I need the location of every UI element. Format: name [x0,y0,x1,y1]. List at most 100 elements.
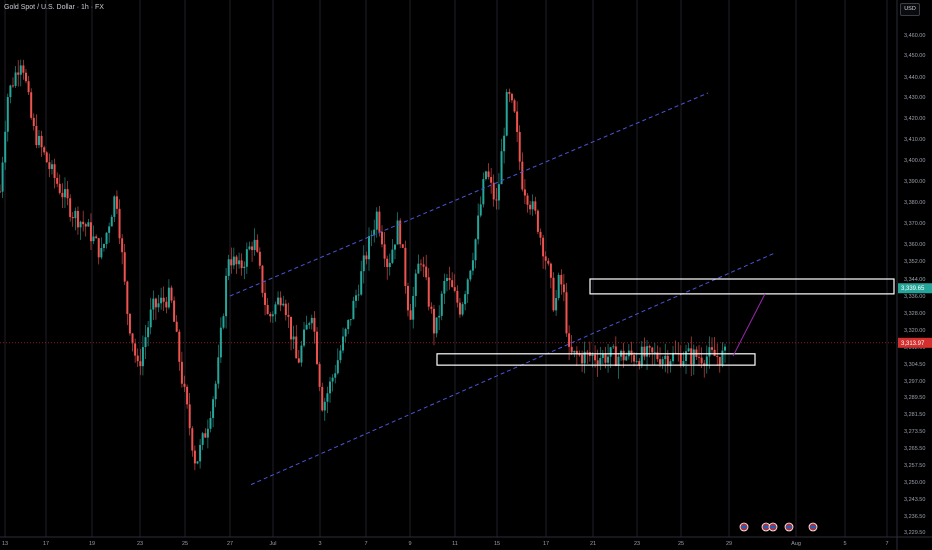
candle-body [443,280,446,294]
y-tick-label: 3,304.50 [904,362,925,368]
candle-body [118,208,121,239]
candle-body [708,347,711,357]
candle [318,362,321,392]
candle [206,419,209,449]
event-marker-icon[interactable] [761,522,771,532]
x-tick-label: 17 [43,541,49,547]
candle-body [248,246,251,250]
candle-body [152,298,155,310]
badge-bg [898,283,932,294]
candle-body [344,329,347,337]
candle [640,341,643,369]
candle-body [461,304,464,315]
candle-body [126,281,129,314]
candle [690,336,693,377]
candle-body [0,191,1,193]
candle-body [622,350,625,361]
candle [349,319,352,326]
event-marker-icon[interactable] [808,522,818,532]
event-marker-icon[interactable] [784,522,794,532]
x-tick-label: 7 [885,541,888,547]
currency-button[interactable]: USD [900,3,920,16]
candle-body [84,224,87,227]
candle [586,349,589,364]
y-tick-label: 3,344.00 [904,277,925,283]
candle-body [599,358,602,365]
candle-body [458,302,461,315]
candle-body [711,347,714,350]
candle [258,247,261,270]
candle [287,302,290,328]
candle-body [539,231,542,238]
candle-body [562,284,565,293]
candle [721,342,724,368]
candle [1,156,4,199]
candle [152,290,155,321]
candle [342,327,345,354]
candle-body [61,192,64,198]
candle-body [318,364,321,387]
candle [178,329,181,371]
candle [664,343,667,373]
candle-body [536,210,539,232]
candle-body [682,360,685,366]
y-tick-label: 3,281.50 [904,412,925,418]
candle [204,428,207,438]
candle [121,234,124,265]
candle [409,304,412,321]
candle [334,364,337,384]
candle [199,439,202,469]
candle [542,234,545,269]
candle-body [180,361,183,384]
candle [201,431,204,451]
event-marker-icon[interactable] [739,522,749,532]
candle-body [95,236,98,239]
candle-body [557,274,560,299]
candle [279,291,282,312]
candle [162,286,165,311]
x-tick-label: 17 [543,541,549,547]
x-tick-label: 27 [227,541,233,547]
candle [380,225,383,248]
candle-body [633,355,636,362]
candle [360,260,363,296]
candle-body [607,356,610,363]
candle [97,237,100,265]
candle-body [102,244,105,249]
candle-body [679,353,682,366]
candle-body [526,195,529,205]
candle-body [549,263,552,278]
candle-body [87,222,90,227]
candle-body [695,349,698,357]
candle [175,315,178,333]
x-tick-label: 29 [726,541,732,547]
candle-body [178,331,181,362]
candle-body [505,92,508,136]
candle-body [370,235,373,237]
flag-band [810,525,816,529]
candle-body [591,354,594,356]
candle [344,327,347,343]
candle [188,392,191,436]
candle [679,345,682,368]
candle-body [404,247,407,286]
candle [695,346,698,360]
candle-body [32,117,35,127]
y-tick-label: 3,289.50 [904,395,925,401]
candle-body [342,336,345,351]
candle-body [209,417,212,429]
y-tick-label: 3,273.50 [904,429,925,435]
candle-body [482,179,485,205]
candle-body [295,336,298,359]
candle [375,207,378,238]
candle [490,168,493,194]
event-marker-icon[interactable] [768,522,778,532]
projection-line [732,293,766,357]
candle [108,222,111,243]
candle [484,170,487,181]
candle [560,269,563,295]
candle-body [534,201,537,211]
